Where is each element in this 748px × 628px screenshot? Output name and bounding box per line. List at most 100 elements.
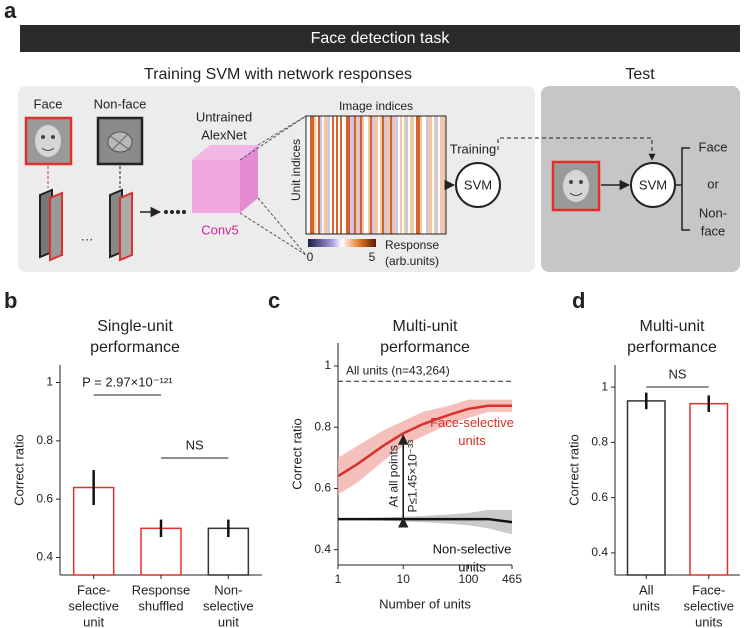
x-tick-label: selective bbox=[68, 598, 119, 613]
heat-cell bbox=[392, 116, 394, 234]
heat-cell bbox=[424, 116, 426, 234]
heat-cell bbox=[408, 116, 410, 234]
significance-label: NS bbox=[186, 437, 204, 452]
panel-label: c bbox=[268, 288, 280, 313]
training-title: Training SVM with network responses bbox=[144, 66, 412, 83]
x-tick-label: Face- bbox=[77, 582, 110, 597]
nonface-image bbox=[96, 116, 144, 166]
y-tick-label: 0.4 bbox=[314, 542, 331, 556]
heat-cell bbox=[372, 116, 374, 234]
network-label: AlexNet bbox=[201, 127, 247, 142]
chart-title: performance bbox=[627, 339, 717, 356]
heat-cell bbox=[354, 116, 356, 234]
x-tick-label: units bbox=[633, 598, 661, 613]
heat-cell bbox=[374, 116, 376, 234]
heat-cell bbox=[402, 116, 404, 234]
heat-cell bbox=[348, 116, 350, 234]
heat-cell bbox=[390, 116, 392, 234]
heat-cell bbox=[340, 116, 342, 234]
arrow-label: At all points bbox=[386, 445, 400, 507]
x-tick-label: 465 bbox=[502, 572, 522, 586]
line bbox=[338, 517, 513, 524]
y-tick-label: 1 bbox=[324, 358, 331, 372]
y-tick-label: 1 bbox=[46, 375, 53, 389]
y-tick-label: 0.4 bbox=[591, 545, 608, 559]
chart-title: Single-unit bbox=[97, 318, 173, 335]
bar bbox=[689, 402, 729, 576]
colorbar bbox=[308, 239, 376, 247]
bar bbox=[626, 400, 666, 576]
heat-cell bbox=[350, 116, 352, 234]
x-tick-label: unit bbox=[218, 614, 239, 628]
x-tick-label: 100 bbox=[458, 572, 478, 586]
test-title: Test bbox=[625, 66, 655, 83]
x-tick-label: shuffled bbox=[138, 598, 183, 613]
error-band bbox=[338, 509, 512, 535]
series-label: units bbox=[458, 560, 486, 575]
svm-node bbox=[455, 162, 501, 208]
x-tick-label: Response bbox=[132, 582, 191, 597]
header-title: Face detection task bbox=[311, 30, 451, 47]
series-label: Non-selective bbox=[433, 542, 512, 557]
heat-cell bbox=[356, 116, 358, 234]
heat-cell bbox=[442, 116, 444, 234]
output-label: or bbox=[707, 176, 719, 191]
heat-cell bbox=[306, 116, 308, 234]
heat-cell bbox=[430, 116, 432, 234]
heat-cell bbox=[324, 116, 326, 234]
x-tick-label: selective bbox=[203, 598, 254, 613]
arrow-label: P≤1.45×10⁻³³ bbox=[405, 440, 419, 513]
heat-cell bbox=[406, 116, 408, 234]
y-tick-label: 0.6 bbox=[591, 490, 608, 504]
face-image bbox=[24, 116, 73, 166]
heat-cell bbox=[380, 116, 382, 234]
heat-cell bbox=[352, 116, 354, 234]
heat-cell bbox=[332, 116, 334, 234]
image-slices bbox=[39, 188, 133, 262]
heat-cell bbox=[438, 116, 440, 234]
heat-cell bbox=[320, 116, 322, 234]
heat-cell bbox=[410, 116, 412, 234]
ellipsis: ··· bbox=[81, 231, 94, 246]
reference-label: All units (n=43,264) bbox=[346, 363, 450, 377]
heat-cell bbox=[360, 116, 362, 234]
heat-cell bbox=[416, 116, 418, 234]
panel-label: a bbox=[4, 0, 17, 23]
dots bbox=[164, 210, 186, 214]
heat-cell bbox=[436, 116, 438, 234]
x-tick-label: unit bbox=[83, 614, 104, 628]
heat-cell bbox=[396, 116, 398, 234]
heat-cell bbox=[382, 116, 384, 234]
panel-label: b bbox=[4, 288, 17, 313]
heat-cell bbox=[376, 116, 378, 234]
colorbar-label: Response bbox=[385, 238, 439, 252]
heat-cell bbox=[312, 116, 314, 234]
colorbar-tick: 5 bbox=[369, 250, 376, 264]
x-tick-label: 1 bbox=[335, 572, 342, 586]
chart-title: Multi-unit bbox=[640, 318, 705, 335]
heat-cell bbox=[378, 116, 380, 234]
heat-cell bbox=[336, 116, 338, 234]
significance-label: NS bbox=[668, 366, 686, 381]
x-tick-label: Face- bbox=[692, 582, 725, 597]
layer-label: Conv5 bbox=[201, 222, 239, 237]
heat-cell bbox=[362, 116, 364, 234]
y-tick-label: 0.8 bbox=[591, 435, 608, 449]
chart-title: performance bbox=[380, 339, 470, 356]
heat-cell bbox=[404, 116, 406, 234]
y-tick-label: 0.8 bbox=[36, 433, 53, 447]
nonface-label: Non-face bbox=[94, 96, 147, 111]
heat-cell bbox=[418, 116, 420, 234]
heat-cell bbox=[318, 116, 320, 234]
heatmap-frame bbox=[305, 115, 447, 235]
significance-label: P = 2.97×10⁻¹²¹ bbox=[82, 374, 173, 389]
training-link bbox=[497, 137, 656, 161]
heat-cell bbox=[364, 116, 366, 234]
chart-title: performance bbox=[90, 339, 180, 356]
heat-cell bbox=[414, 116, 416, 234]
heat-cell bbox=[398, 116, 400, 234]
heat-cell bbox=[370, 116, 372, 234]
heat-cell bbox=[400, 116, 402, 234]
y-axis-label: Correct ratio bbox=[289, 418, 304, 490]
